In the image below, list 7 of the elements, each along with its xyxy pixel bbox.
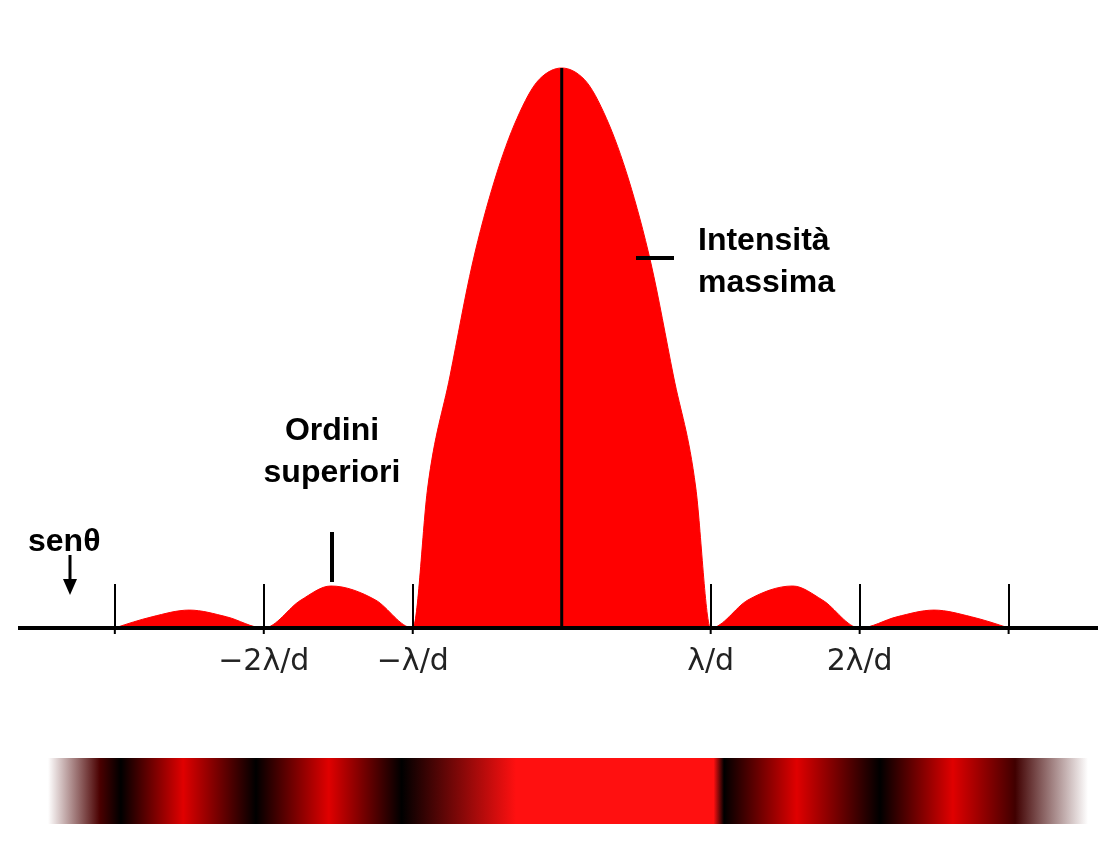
x-tick-label: −2λ/d bbox=[218, 642, 310, 677]
annotation: Intensità massima bbox=[698, 220, 837, 301]
x-axis-title: senθ bbox=[28, 521, 101, 558]
x-tick-label: −λ/d bbox=[376, 642, 449, 677]
x-tick-label: λ/d bbox=[687, 642, 735, 677]
x-tick-label: 2λ/d bbox=[826, 642, 893, 677]
annotation: Ordini superiori bbox=[262, 410, 402, 491]
